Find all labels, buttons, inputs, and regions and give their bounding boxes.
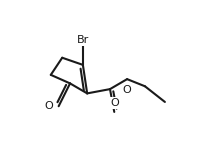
Text: O: O [110, 98, 119, 108]
Text: O: O [44, 101, 53, 111]
Text: O: O [123, 85, 131, 95]
Text: Br: Br [77, 35, 89, 45]
